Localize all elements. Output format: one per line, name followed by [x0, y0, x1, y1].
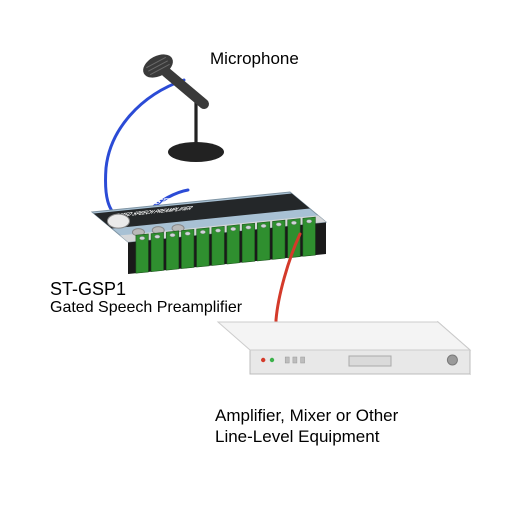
label-microphone: Microphone	[210, 48, 299, 69]
label-product-sub: Gated Speech Preamplifier	[50, 298, 242, 318]
label-device: Amplifier, Mixer or Other Line-Level Equ…	[215, 405, 398, 448]
